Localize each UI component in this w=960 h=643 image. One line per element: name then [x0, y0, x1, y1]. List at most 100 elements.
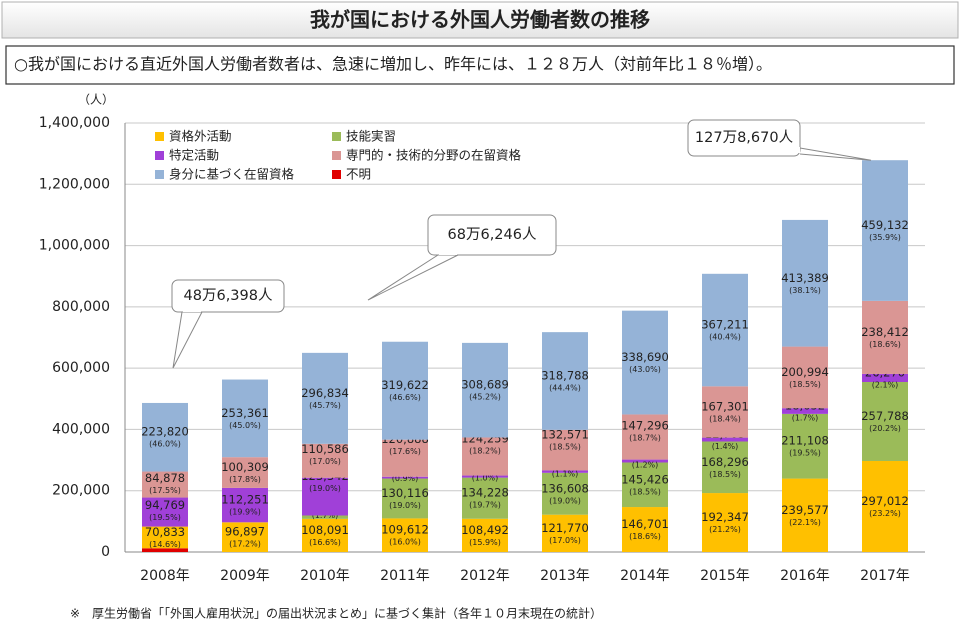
legend-label: 専門的・技術的分野の在留資格	[346, 148, 522, 163]
bar-segment	[382, 518, 428, 552]
bar-segment	[382, 478, 428, 519]
value-label: 192,347	[701, 510, 749, 524]
bar-segment	[542, 332, 588, 430]
bar-segment	[702, 437, 748, 442]
value-label: 296,834	[301, 386, 349, 400]
value-label: 121,770	[541, 521, 589, 535]
y-tick-label: 800,000	[52, 299, 110, 315]
bar-segment	[702, 441, 748, 494]
share-label: (46.0%)	[149, 440, 181, 449]
value-label: 338,690	[621, 350, 669, 364]
value-label: 136,608	[541, 481, 589, 495]
bar-segment	[622, 462, 668, 508]
value-label: 110,586	[301, 442, 349, 456]
share-label: (19.9%)	[229, 508, 261, 517]
share-label: (22.1%)	[789, 518, 821, 527]
value-label: 257,788	[861, 409, 909, 423]
bar-segment	[462, 342, 508, 438]
legend-swatch	[155, 151, 164, 160]
share-label: (18.2%)	[469, 447, 501, 456]
bar-segment	[302, 518, 348, 552]
value-label: 459,132	[861, 218, 909, 232]
bar-segment	[862, 160, 908, 301]
bar-segment	[302, 515, 348, 519]
value-label: 367,211	[701, 318, 749, 332]
share-label: (18.6%)	[629, 532, 661, 541]
legend-swatch	[155, 132, 164, 141]
bar-segment	[142, 548, 188, 552]
callout-pointer	[367, 254, 459, 301]
y-tick-label: 0	[101, 544, 110, 560]
title-bar	[1, 1, 959, 39]
share-label: (15.9%)	[469, 538, 501, 547]
bar-segment	[302, 477, 348, 516]
share-label: (19.0%)	[549, 496, 581, 505]
share-label: (19.5%)	[149, 513, 181, 522]
bar-segment	[462, 437, 508, 476]
x-tick-label: 2013年	[540, 568, 590, 584]
bar-segment	[222, 522, 268, 552]
bar-segment	[302, 443, 348, 478]
value-label: 167,301	[701, 399, 749, 413]
bar-segment	[222, 487, 268, 523]
x-tick-label: 2008年	[140, 568, 190, 584]
bar-segment	[702, 493, 748, 552]
share-label: (19.5%)	[789, 449, 821, 458]
y-tick-label: 600,000	[52, 360, 110, 376]
value-label: 132,571	[541, 427, 589, 441]
share-label: (18.5%)	[549, 442, 581, 451]
value-label: 200,994	[781, 365, 829, 379]
bar-segment	[782, 478, 828, 552]
legend-swatch	[332, 170, 341, 179]
share-label: (23.2%)	[869, 509, 901, 518]
x-tick-label: 2016年	[780, 568, 830, 584]
bar-segment	[142, 402, 188, 472]
share-label: (18.4%)	[709, 414, 741, 423]
legend-label: 資格外活動	[169, 129, 232, 144]
value-label: 96,897	[225, 525, 265, 539]
bar-segment	[862, 300, 908, 374]
annotation: 48万6,398人	[184, 287, 273, 304]
x-tick-label: 2012年	[460, 568, 510, 584]
subtitle: ○我が国における直近外国人労働者数者は、急速に増加し、昨年には、１２８万人（対前…	[14, 55, 772, 74]
bar-segment	[862, 373, 908, 382]
share-label: (1.4%)	[712, 442, 739, 451]
bar-segment	[622, 310, 668, 415]
share-label: (43.0%)	[629, 365, 661, 374]
bar-segment	[302, 352, 348, 444]
share-label: (45.2%)	[469, 393, 501, 402]
value-label: 108,492	[461, 523, 509, 537]
callout-pointer	[799, 147, 872, 161]
value-label: 239,577	[781, 503, 829, 517]
bar-segment	[862, 381, 908, 461]
legend-label: 不明	[346, 167, 371, 182]
bar-segment	[782, 346, 828, 409]
y-unit: （人）	[78, 93, 114, 107]
x-tick-label: 2015年	[700, 568, 750, 584]
bar-segment	[782, 413, 828, 479]
share-label: (19.7%)	[469, 501, 501, 510]
bar-segment	[382, 439, 428, 477]
callout-box	[171, 279, 285, 313]
value-label: 134,228	[461, 486, 509, 500]
value-label: 94,769	[145, 498, 185, 512]
value-label: 70,833	[145, 525, 185, 539]
bar-segment	[222, 379, 268, 458]
bar-segment	[462, 518, 508, 552]
share-label: (45.7%)	[309, 401, 341, 410]
value-label: 211,108	[781, 434, 829, 448]
share-label: (35.9%)	[869, 233, 901, 242]
bar-segment	[862, 460, 908, 552]
share-label: (17.8%)	[229, 475, 261, 484]
share-label: (1.0%)	[472, 474, 499, 483]
value-label: 238,412	[861, 325, 909, 339]
legend-label: 技能実習	[346, 129, 396, 144]
y-tick-label: 1,000,000	[39, 238, 110, 254]
value-label: 109,612	[381, 523, 429, 537]
share-label: (18.5%)	[789, 380, 821, 389]
x-tick-label: 2017年	[860, 568, 910, 584]
value-label: 308,689	[461, 378, 509, 392]
share-label: (2.1%)	[872, 380, 899, 389]
legend-label: 身分に基づく在留資格	[169, 167, 295, 182]
value-label: 253,361	[221, 406, 269, 420]
